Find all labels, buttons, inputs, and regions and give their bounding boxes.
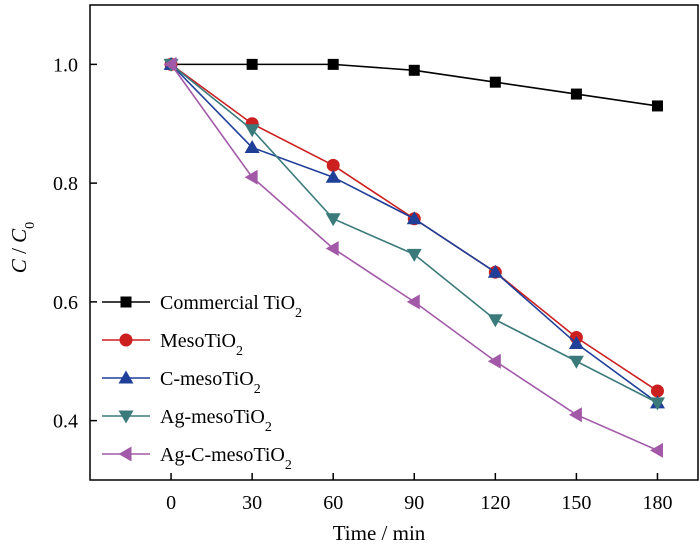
data-point xyxy=(325,213,341,227)
y-axis-title-sub: 0 xyxy=(23,222,38,229)
x-tick-label: 150 xyxy=(561,492,591,514)
data-point xyxy=(487,314,503,328)
y-axis-title: C / C0 xyxy=(7,222,38,273)
x-tick-label: 120 xyxy=(480,492,510,514)
y-tick-label: 1.0 xyxy=(53,54,78,76)
data-point xyxy=(406,294,420,310)
data-point xyxy=(568,407,582,423)
data-point xyxy=(570,88,582,100)
data-point xyxy=(487,353,501,369)
x-tick-label: 90 xyxy=(404,492,424,514)
data-point xyxy=(244,140,260,153)
data-point xyxy=(649,397,665,411)
data-point xyxy=(246,58,258,70)
legend-marker xyxy=(118,446,132,462)
legend: Commercial TiO2 MesoTiO2 C-mesoTiO2 Ag-meso… xyxy=(102,292,302,473)
data-point xyxy=(325,169,341,183)
data-point xyxy=(326,158,340,172)
legend-label: C-mesoTiO2 xyxy=(160,368,261,397)
legend-label: MesoTiO2 xyxy=(160,330,243,359)
data-point xyxy=(489,76,501,88)
data-point xyxy=(487,264,503,278)
y-tick-label: 0.8 xyxy=(53,173,78,195)
legend-marker xyxy=(118,410,134,424)
legend-item: MesoTiO2 xyxy=(102,330,243,359)
y-tick-label: 0.4 xyxy=(53,411,78,433)
x-tick-label: 0 xyxy=(166,492,176,514)
plot-frame xyxy=(89,4,699,481)
legend-label: Commercial TiO2 xyxy=(160,292,302,321)
legend-marker xyxy=(118,370,134,384)
x-tick-label: 30 xyxy=(242,492,262,514)
legend-item: Ag-C-mesoTiO2 xyxy=(102,444,292,473)
data-point xyxy=(163,56,177,72)
data-point xyxy=(568,335,584,349)
series-0 xyxy=(165,58,663,112)
legend-item: Ag-mesoTiO2 xyxy=(102,406,272,435)
data-point xyxy=(244,169,258,185)
legend-marker xyxy=(119,333,133,347)
data-point xyxy=(649,442,663,458)
x-axis-title: Time / min xyxy=(333,521,426,545)
y-axis-title-c: C xyxy=(7,258,31,273)
data-point xyxy=(406,248,422,262)
y-tick-label: 0.6 xyxy=(53,292,78,314)
legend-item: Commercial TiO2 xyxy=(102,292,302,321)
axis-ticks: 0 30 60 90 120 150 180 0.4 0.6 0.8 1.0 xyxy=(53,54,672,514)
x-tick-label: 60 xyxy=(323,492,343,514)
series-line xyxy=(170,63,658,404)
data-point xyxy=(325,240,339,256)
data-point xyxy=(408,64,420,76)
y-axis-title-sep: / xyxy=(7,243,31,259)
y-axis-title-c0: C xyxy=(7,228,31,243)
series-line xyxy=(170,63,658,392)
x-tick-label: 180 xyxy=(642,492,672,514)
series-4 xyxy=(163,56,663,458)
plot-area xyxy=(89,4,699,481)
series-line xyxy=(170,63,658,404)
data-point xyxy=(650,384,664,398)
legend-item: C-mesoTiO2 xyxy=(102,368,261,397)
data-point xyxy=(568,355,584,369)
series-3 xyxy=(163,58,665,411)
data-point xyxy=(244,124,260,138)
data-point xyxy=(406,211,422,225)
legend-marker xyxy=(120,296,132,308)
legend-label: Ag-mesoTiO2 xyxy=(160,406,272,435)
data-point xyxy=(327,58,339,70)
legend-label: Ag-C-mesoTiO2 xyxy=(160,444,292,473)
data-point xyxy=(651,100,663,112)
series-layer xyxy=(163,56,665,458)
